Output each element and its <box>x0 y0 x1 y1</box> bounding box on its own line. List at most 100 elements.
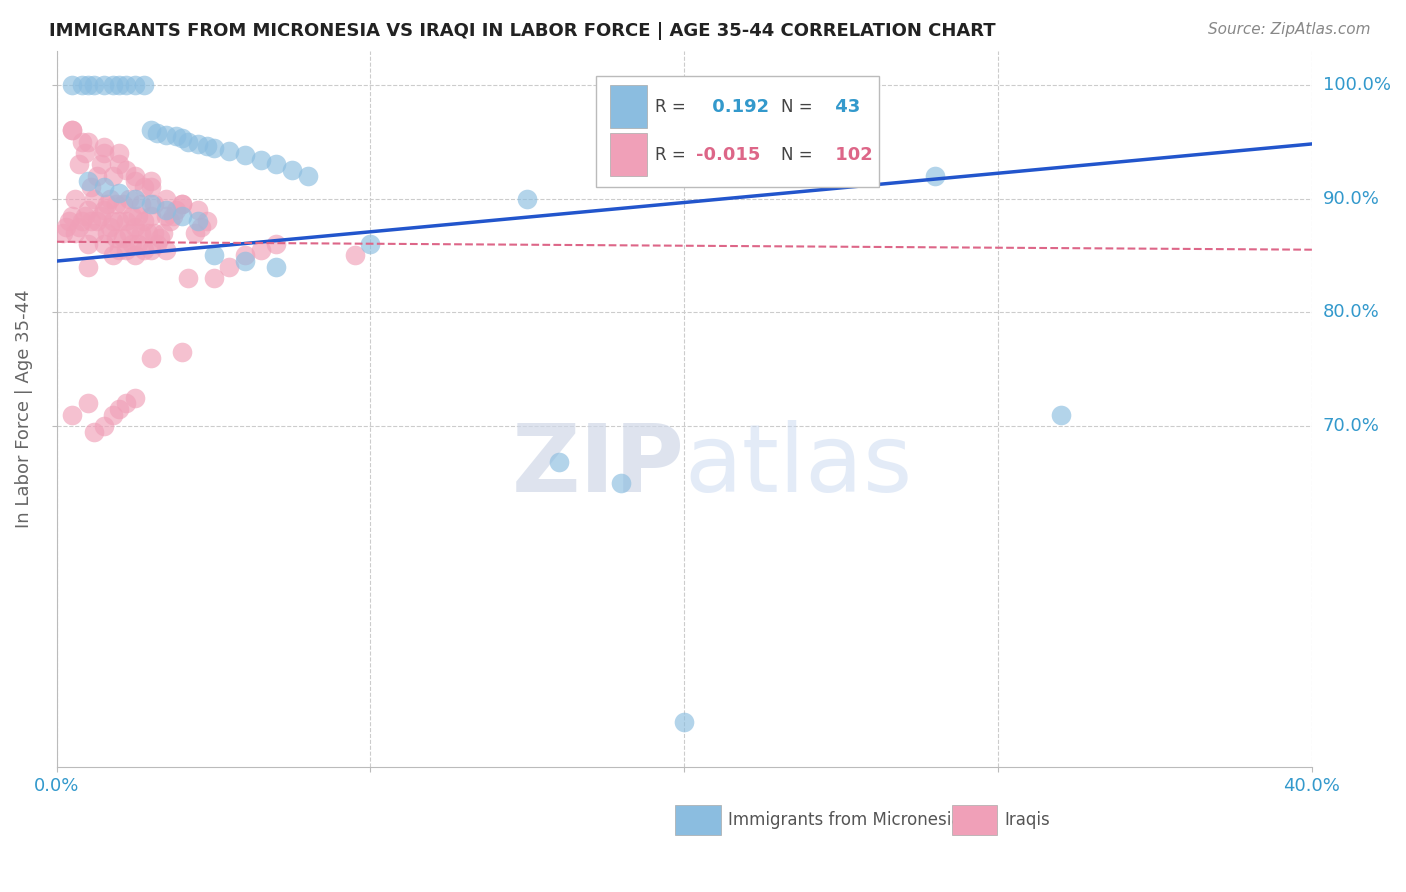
Text: Iraqis: Iraqis <box>1004 811 1050 830</box>
Text: 102: 102 <box>828 145 872 163</box>
Point <box>136 226 159 240</box>
Text: N =: N = <box>780 97 818 116</box>
Point <box>55 219 77 234</box>
Point <box>155 243 177 257</box>
Point <box>134 180 156 194</box>
Text: 70.0%: 70.0% <box>1323 417 1379 435</box>
Point <box>134 78 156 92</box>
Point <box>190 219 212 234</box>
Point <box>218 144 240 158</box>
Point <box>93 78 115 92</box>
Point <box>139 174 162 188</box>
Point <box>108 243 131 257</box>
Point <box>155 128 177 142</box>
Point <box>114 78 136 92</box>
Point <box>183 226 205 240</box>
Point <box>93 180 115 194</box>
Point <box>67 219 90 234</box>
Point <box>266 260 288 274</box>
FancyBboxPatch shape <box>596 76 879 186</box>
Point <box>108 186 131 200</box>
Point <box>149 231 172 245</box>
Point <box>77 260 100 274</box>
Point <box>124 248 146 262</box>
Point <box>266 157 288 171</box>
Point <box>114 214 136 228</box>
Point <box>111 197 134 211</box>
Point <box>83 192 105 206</box>
Point <box>121 237 143 252</box>
Point <box>165 128 187 143</box>
Point <box>343 248 366 262</box>
Point <box>96 226 118 240</box>
Point <box>52 226 75 240</box>
Point <box>159 214 181 228</box>
Point <box>83 226 105 240</box>
Point <box>127 237 149 252</box>
Point <box>77 174 100 188</box>
Point <box>139 243 162 257</box>
Point <box>155 192 177 206</box>
Text: 90.0%: 90.0% <box>1323 189 1379 208</box>
FancyBboxPatch shape <box>675 805 721 835</box>
Point <box>202 271 225 285</box>
Point <box>281 163 304 178</box>
Point <box>172 197 194 211</box>
Point <box>124 174 146 188</box>
Point <box>195 139 218 153</box>
Point <box>108 401 131 416</box>
Point <box>172 131 194 145</box>
Point <box>101 214 124 228</box>
Point <box>70 135 93 149</box>
Point <box>108 146 131 161</box>
Point <box>249 153 271 167</box>
Point <box>134 243 156 257</box>
Point <box>249 243 271 257</box>
Point <box>77 78 100 92</box>
Point <box>131 197 153 211</box>
Point <box>77 237 100 252</box>
Point <box>146 126 169 140</box>
Point <box>90 209 112 223</box>
Text: 100.0%: 100.0% <box>1323 76 1391 94</box>
Text: N =: N = <box>780 145 818 163</box>
Point <box>134 214 156 228</box>
Point <box>80 214 103 228</box>
Point <box>118 192 141 206</box>
Point <box>359 237 381 252</box>
Point <box>124 192 146 206</box>
Text: Immigrants from Micronesia: Immigrants from Micronesia <box>728 811 962 830</box>
Point <box>65 226 87 240</box>
Point <box>101 408 124 422</box>
Point <box>98 192 121 206</box>
Point <box>187 136 209 151</box>
Point <box>73 146 96 161</box>
Point <box>187 214 209 228</box>
Text: IMMIGRANTS FROM MICRONESIA VS IRAQI IN LABOR FORCE | AGE 35-44 CORRELATION CHART: IMMIGRANTS FROM MICRONESIA VS IRAQI IN L… <box>49 22 995 40</box>
Point <box>146 237 169 252</box>
Point <box>218 260 240 274</box>
Point <box>516 192 538 206</box>
Point <box>93 140 115 154</box>
Point <box>98 219 121 234</box>
Point <box>73 209 96 223</box>
Point <box>233 248 256 262</box>
Point <box>139 209 162 223</box>
FancyBboxPatch shape <box>952 805 997 835</box>
Text: Source: ZipAtlas.com: Source: ZipAtlas.com <box>1208 22 1371 37</box>
Point <box>124 169 146 183</box>
Point <box>121 209 143 223</box>
Text: ZIP: ZIP <box>512 420 685 512</box>
Point <box>101 78 124 92</box>
Point <box>60 209 83 223</box>
Point <box>266 237 288 252</box>
Point <box>70 78 93 92</box>
Point <box>93 146 115 161</box>
Point <box>93 419 115 434</box>
Point <box>108 78 131 92</box>
Point <box>202 248 225 262</box>
Point <box>673 714 696 729</box>
Text: R =: R = <box>655 145 692 163</box>
Point <box>177 271 200 285</box>
Point <box>1050 408 1073 422</box>
